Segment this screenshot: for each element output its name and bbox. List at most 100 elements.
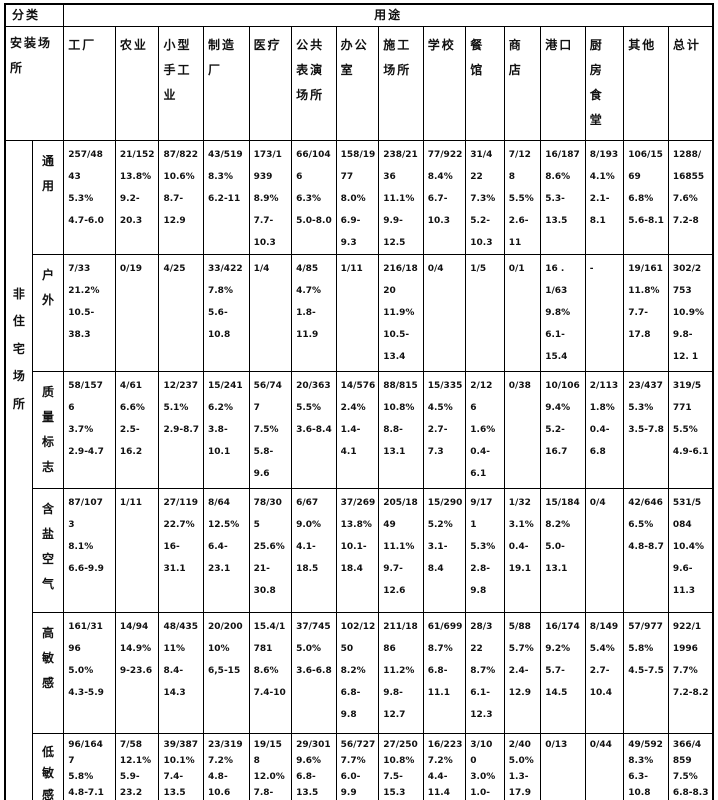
installation-site-header-cell: 安装场 所: [4, 25, 65, 141]
column-header-11: 港口: [540, 25, 586, 141]
data-cell-r4-c6: 102/12 50 8.2% 6.8-9.8: [335, 611, 380, 734]
data-cell-r5-c4: 19/15 8 12.0% 7.8- 18.1: [248, 732, 293, 800]
data-cell-r0-c14: 1288/ 16855 7.6% 7.2-8: [667, 139, 714, 255]
data-cell-r4-c3: 20/200 10% 6,5-15: [203, 611, 250, 734]
row-label-0: 通 用: [31, 139, 65, 255]
column-header-2: 小型 手工 业: [158, 25, 204, 141]
column-header-8: 学校: [422, 25, 467, 141]
data-cell-r4-c14: 922/1 1996 7.7% 7.2-8.2: [667, 611, 714, 734]
data-cell-r3-c12: 0/4: [584, 487, 625, 613]
data-cell-r3-c11: 15/184 8.2% 5.0- 13.1: [540, 487, 586, 613]
data-cell-r5-c9: 3/10 0 3.0% 1.0- 8.9: [465, 732, 505, 800]
data-cell-r2-c6: 14/576 2.4% 1.4-4.1: [335, 370, 380, 489]
data-cell-r3-c4: 78/30 5 25.6% 21- 30.8: [248, 487, 293, 613]
row-label-5: 低 敏 感: [31, 732, 65, 800]
data-cell-r1-c11: 16 . 1/63 9.8% 6.1- 15.4: [540, 253, 586, 372]
data-cell-r5-c2: 39/387 10.1% 7.4- 13.5: [158, 732, 204, 800]
data-cell-r3-c10: 1/32 3.1% 0.4- 19.1: [503, 487, 542, 613]
data-cell-r1-c14: 302/2 753 10.9% 9.8- 12. 1: [667, 253, 714, 372]
data-cell-r0-c8: 77/922 8.4% 6.7- 10.3: [422, 139, 467, 255]
data-cell-r1-c6: 1/11: [335, 253, 380, 372]
data-cell-r5-c13: 49/592 8.3% 6.3- 10.8: [623, 732, 669, 800]
data-cell-r5-c11: 0/13: [540, 732, 586, 800]
data-cell-r0-c2: 87/822 10.6% 8.7- 12.9: [158, 139, 204, 255]
data-cell-r3-c5: 6/67 9.0% 4.1- 18.5: [291, 487, 337, 613]
data-cell-r0-c11: 16/187 8.6% 5.3- 13.5: [540, 139, 586, 255]
data-cell-r2-c7: 88/815 10.8% 8.8- 13.1: [378, 370, 424, 489]
column-header-6: 办公 室: [335, 25, 380, 141]
column-header-12: 厨 房 食 堂: [584, 25, 625, 141]
data-cell-r4-c12: 8/149 5.4% 2.7- 10.4: [584, 611, 625, 734]
data-cell-r1-c7: 216/18 20 11.9% 10.5- 13.4: [378, 253, 424, 372]
data-cell-r0-c9: 31/4 22 7.3% 5.2- 10.3: [465, 139, 505, 255]
data-cell-r2-c9: 2/12 6 1.6% 0.4- 6.1: [465, 370, 505, 489]
data-cell-r2-c14: 319/5 771 5.5% 4.9-6.1: [667, 370, 714, 489]
data-cell-r4-c0: 161/31 96 5.0% 4.3-5.9: [63, 611, 116, 734]
data-cell-r1-c13: 19/161 11.8% 7.7- 17.8: [623, 253, 669, 372]
data-cell-r0-c1: 21/152 13.8% 9.2- 20.3: [114, 139, 160, 255]
data-cell-r5-c6: 56/727 7.7% 6.0-9.9: [335, 732, 380, 800]
column-header-5: 公共 表演 场所: [291, 25, 337, 141]
data-cell-r5-c14: 366/4 859 7.5% 6.8-8.3: [667, 732, 714, 800]
column-header-0: 工厂: [63, 25, 116, 141]
data-cell-r5-c10: 2/40 5.0% 1.3- 17.9: [503, 732, 542, 800]
usage-header-cell: 用途: [63, 3, 714, 27]
data-cell-r2-c11: 10/106 9.4% 5.2- 16.7: [540, 370, 586, 489]
data-cell-r1-c0: 7/33 21.2% 10.5- 38.3: [63, 253, 116, 372]
data-cell-r1-c9: 1/5: [465, 253, 505, 372]
data-cell-r2-c10: 0/38: [503, 370, 542, 489]
row-label-4: 高 敏 感: [31, 611, 65, 734]
column-header-7: 施工 场所: [378, 25, 424, 141]
data-cell-r3-c8: 15/290 5.2% 3.1-8.4: [422, 487, 467, 613]
data-cell-r4-c2: 48/435 11% 8.4- 14.3: [158, 611, 204, 734]
data-cell-r0-c3: 43/519 8.3% 6.2-11: [203, 139, 250, 255]
data-cell-r5-c5: 29/301 9.6% 6.8- 13.5: [291, 732, 337, 800]
group-label-nonresidential: 非 住 宅 场 所: [4, 139, 33, 800]
statistics-table: 分类 用途 安装场 所工厂 农业 小型 手工 业制造 厂医疗 公共 表演 场所 办公 室施工…: [4, 3, 714, 800]
row-label-2: 质 量 标 志: [31, 370, 65, 489]
data-cell-r3-c6: 37/269 13.8% 10.1- 18.4: [335, 487, 380, 613]
data-cell-r2-c3: 15/241 6.2% 3.8-10.1: [203, 370, 250, 489]
column-header-4: 医疗: [248, 25, 293, 141]
data-cell-r2-c13: 23/437 5.3% 3.5-7.8: [623, 370, 669, 489]
data-cell-r0-c0: 257/48 43 5.3% 4.7-6.0: [63, 139, 116, 255]
data-cell-r1-c5: 4/85 4.7% 1.8- 11.9: [291, 253, 337, 372]
data-cell-r5-c1: 7/58 12.1% 5.9- 23.2: [114, 732, 160, 800]
data-cell-r4-c10: 5/88 5.7% 2.4- 12.9: [503, 611, 542, 734]
column-header-14: 总计: [667, 25, 714, 141]
data-cell-r3-c1: 1/11: [114, 487, 160, 613]
data-cell-r4-c9: 28/3 22 8.7% 6.1- 12.3: [465, 611, 505, 734]
column-header-13: 其他: [623, 25, 669, 141]
data-cell-r0-c5: 66/104 6 6.3% 5.0-8.0: [291, 139, 337, 255]
row-label-1: 户 外: [31, 253, 65, 372]
data-cell-r1-c2: 4/25: [158, 253, 204, 372]
data-cell-r2-c12: 2/113 1.8% 0.4- 6.8: [584, 370, 625, 489]
table-body: 分类 用途 安装场 所工厂 农业 小型 手工 业制造 厂医疗 公共 表演 场所 办公 室施工…: [4, 3, 714, 800]
data-cell-r1-c12: -: [584, 253, 625, 372]
data-cell-r2-c8: 15/335 4.5% 2.7-7.3: [422, 370, 467, 489]
data-cell-r4-c4: 15.4/1 781 8.6% 7.4-10: [248, 611, 293, 734]
classification-header-cell: 分类: [4, 3, 65, 27]
data-cell-r0-c7: 238/21 36 11.1% 9.9- 12.5: [378, 139, 424, 255]
data-cell-r3-c7: 205/18 49 11.1% 9.7- 12.6: [378, 487, 424, 613]
data-cell-r3-c3: 8/64 12.5% 6.4-23.1: [203, 487, 250, 613]
data-cell-r0-c12: 8/193 4.1% 2.1- 8.1: [584, 139, 625, 255]
column-header-9: 餐 馆: [465, 25, 505, 141]
data-cell-r3-c9: 9/17 1 5.3% 2.8- 9.8: [465, 487, 505, 613]
data-cell-r4-c8: 61/699 8.7% 6.8- 11.1: [422, 611, 467, 734]
data-cell-r2-c1: 4/61 6.6% 2.5- 16.2: [114, 370, 160, 489]
data-cell-r1-c10: 0/1: [503, 253, 542, 372]
data-cell-r3-c0: 87/107 3 8.1% 6.6-9.9: [63, 487, 116, 613]
data-cell-r3-c13: 42/646 6.5% 4.8-8.7: [623, 487, 669, 613]
data-cell-r1-c1: 0/19: [114, 253, 160, 372]
data-cell-r2-c0: 58/157 6 3.7% 2.9-4.7: [63, 370, 116, 489]
data-cell-r2-c4: 56/74 7 7.5% 5.8-9.6: [248, 370, 293, 489]
data-cell-r4-c1: 14/94 14.9% 9-23.6: [114, 611, 160, 734]
data-cell-r4-c13: 57/977 5.8% 4.5-7.5: [623, 611, 669, 734]
data-cell-r5-c12: 0/44: [584, 732, 625, 800]
data-cell-r2-c2: 12/237 5.1% 2.9-8.7: [158, 370, 204, 489]
data-cell-r3-c14: 531/5 084 10.4% 9.6- 11.3: [667, 487, 714, 613]
data-cell-r1-c8: 0/4: [422, 253, 467, 372]
data-cell-r0-c6: 158/19 77 8.0% 6.9-9.3: [335, 139, 380, 255]
